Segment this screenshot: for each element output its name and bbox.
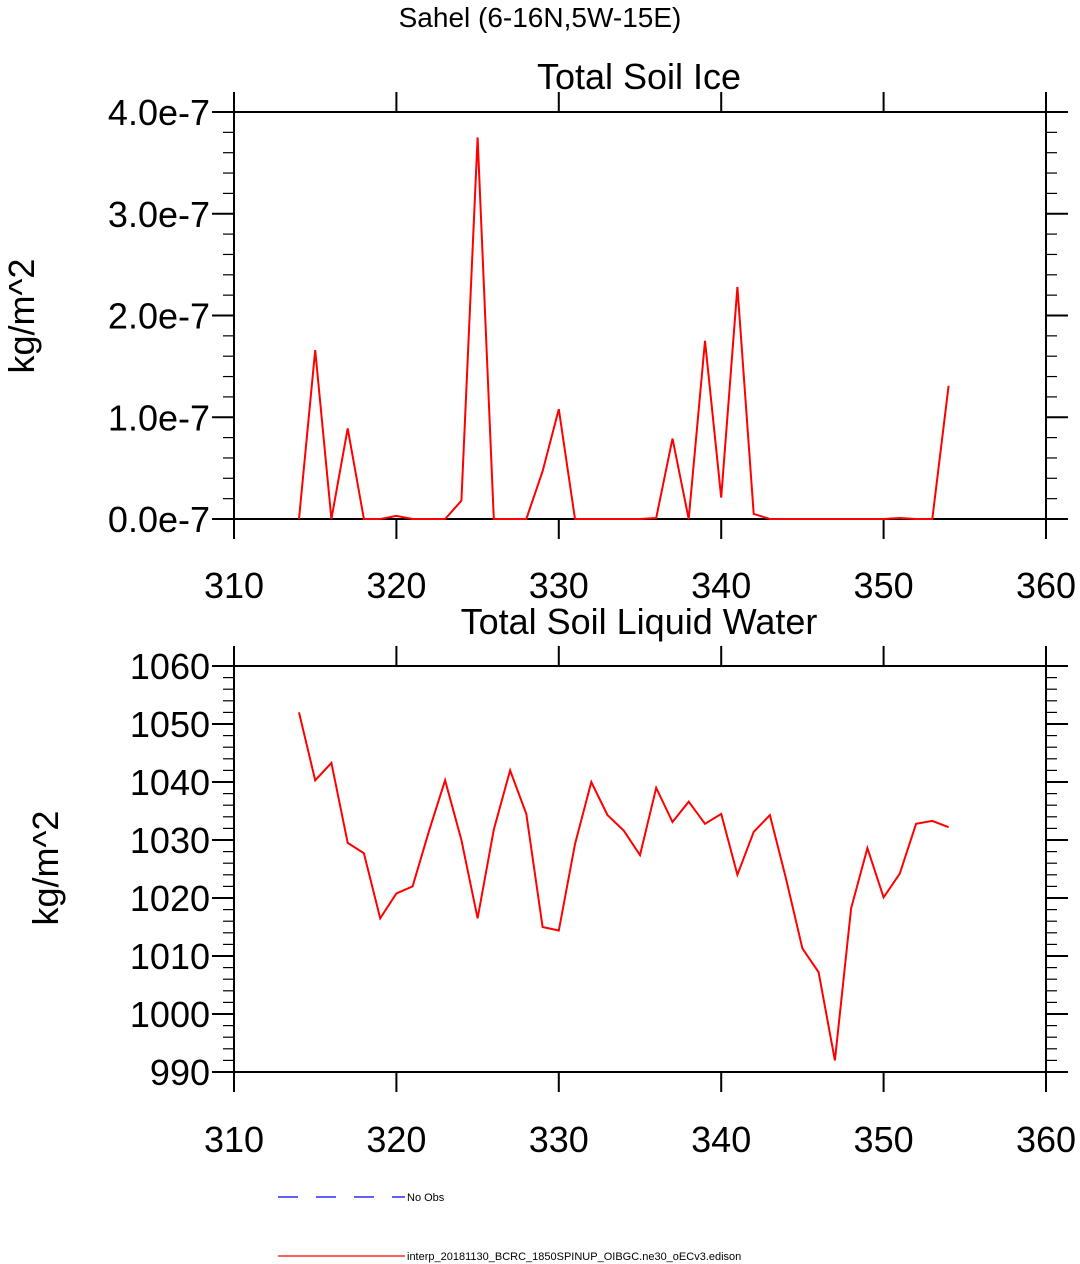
plot-frame (233, 665, 1047, 1073)
x-tick-label: 310 (204, 565, 264, 606)
y-axis-label: kg/m^2 (25, 811, 66, 926)
y-tick-label: 1010 (130, 936, 210, 977)
x-tick-label: 330 (529, 1119, 589, 1160)
y-tick-label: 0.0e-7 (108, 499, 210, 540)
y-tick-label: 1.0e-7 (108, 397, 210, 438)
x-tick-label: 340 (691, 565, 751, 606)
chart-total-soil-ice: Total Soil Ice kg/m^2 310 320 330 340 350 360… (1, 56, 1076, 606)
chart-total-soil-liquid-water: Total Soil Liquid Water kg/m^2 310 320 330… (25, 601, 1076, 1160)
tick-labels: 310 320 330 340 350 360 990 1000 1010 1020 1030 104… (130, 646, 1076, 1160)
legend-label-no-obs: No Obs (407, 1192, 445, 1204)
plot-frame (233, 111, 1047, 520)
legend: No Obs interp_20181130_BCRC_1850SPINUP_O… (278, 1192, 741, 1263)
x-tick-label: 320 (366, 1119, 426, 1160)
y-tick-label: 4.0e-7 (108, 92, 210, 133)
y-tick-label: 1000 (130, 994, 210, 1035)
series-line (298, 137, 950, 520)
y-tick-label: 3.0e-7 (108, 194, 210, 235)
axis-ticks (212, 92, 1068, 539)
data-series (298, 137, 950, 520)
y-tick-label: 1030 (130, 820, 210, 861)
x-tick-label: 350 (854, 1119, 914, 1160)
y-axis-label: kg/m^2 (1, 259, 42, 374)
x-tick-label: 320 (366, 565, 426, 606)
chart-title: Total Soil Ice (537, 56, 741, 97)
y-tick-label: 1050 (130, 704, 210, 745)
suptitle: Sahel (6-16N,5W-15E) (399, 2, 682, 33)
y-tick-label: 1040 (130, 762, 210, 803)
y-tick-label: 2.0e-7 (108, 296, 210, 337)
data-series (298, 712, 949, 1061)
legend-label-model: interp_20181130_BCRC_1850SPINUP_OIBGC.ne… (407, 1251, 741, 1263)
y-tick-label: 1020 (130, 878, 210, 919)
x-tick-label: 310 (204, 1119, 264, 1160)
x-tick-label: 350 (854, 565, 914, 606)
x-tick-label: 360 (1016, 1119, 1076, 1160)
y-tick-label: 1060 (130, 646, 210, 687)
y-tick-label: 990 (150, 1052, 210, 1093)
x-tick-label: 330 (529, 565, 589, 606)
chart-title: Total Soil Liquid Water (461, 601, 818, 642)
tick-labels: 310 320 330 340 350 360 0.0e-7 1.0e-7 2.0e-7 3.0e… (108, 92, 1076, 606)
axis-ticks (212, 646, 1068, 1092)
x-tick-label: 340 (691, 1119, 751, 1160)
series-line (298, 712, 949, 1061)
x-tick-label: 360 (1016, 565, 1076, 606)
